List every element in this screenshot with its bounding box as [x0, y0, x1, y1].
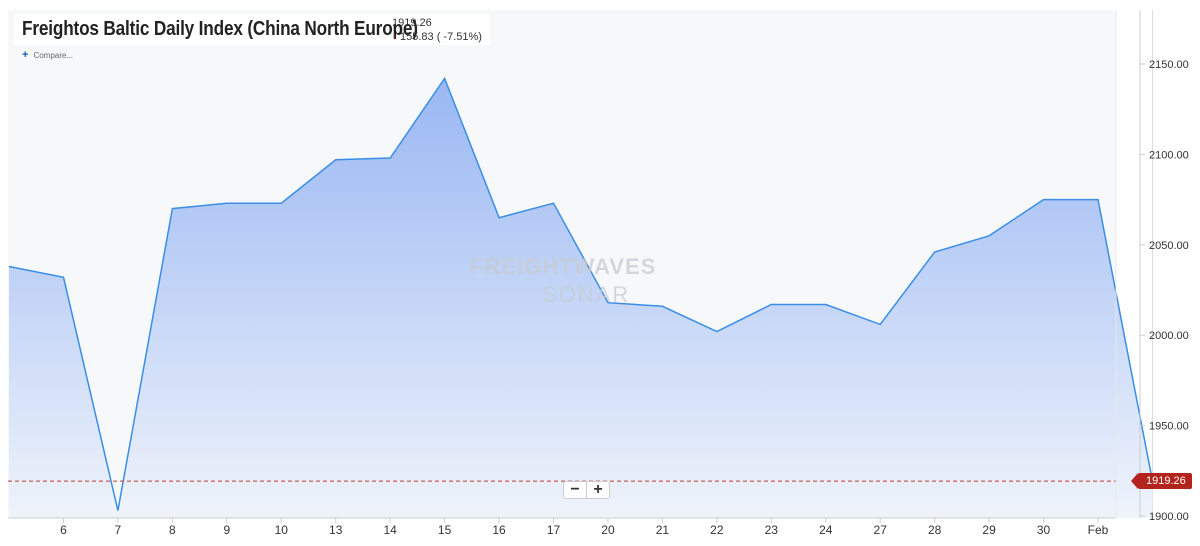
zoom-in-button[interactable]: +	[586, 482, 609, 498]
x-tick-label: 29	[982, 523, 996, 537]
y-tick-label: 2000.00	[1149, 330, 1189, 342]
zoom-controls: − +	[563, 481, 610, 499]
series-line	[8, 76, 1154, 511]
watermark-line1: FREIGHTWAVES	[470, 254, 657, 279]
watermark-line2: SONAR	[542, 282, 631, 307]
y-tick-label: 2150.00	[1149, 59, 1189, 71]
x-tick-label: 22	[710, 523, 724, 537]
x-tick-label: 6	[60, 523, 67, 537]
x-tick-label: 16	[492, 523, 506, 537]
x-tick-label: 17	[547, 523, 561, 537]
y-tick-label: 2050.00	[1149, 240, 1189, 252]
chart-title: Freightos Baltic Daily Index (China Nort…	[22, 18, 418, 40]
area-fill	[9, 78, 1153, 518]
chart-header: Freightos Baltic Daily Index (China Nort…	[14, 14, 491, 45]
watermark: FREIGHTWAVES SONAR	[470, 254, 656, 308]
change-line: ↓ 155.83 ( -7.51%)	[392, 30, 482, 44]
compare-button[interactable]: + Compare...	[22, 49, 73, 61]
x-tick-label: 27	[874, 523, 888, 537]
x-tick-label: 14	[383, 523, 397, 537]
plus-icon: +	[22, 49, 29, 61]
x-tick-label: 10	[275, 523, 289, 537]
last-value: 1919.26	[392, 17, 432, 29]
y-tick-label: 1950.00	[1149, 421, 1189, 433]
x-tick-label: 20	[601, 523, 615, 537]
x-tick-label: 24	[819, 523, 833, 537]
x-tick-label: 28	[928, 523, 942, 537]
x-tick-label: Feb	[1088, 523, 1109, 537]
x-tick-label: 15	[438, 523, 452, 537]
down-arrow-icon: ↓	[392, 31, 397, 42]
x-tick-label: 23	[765, 523, 779, 537]
y-tick-label: 2100.00	[1149, 149, 1189, 161]
current-price-badge: 1919.26	[1131, 473, 1192, 489]
x-tick-label: 7	[115, 523, 122, 537]
price-summary: 1919.26 ↓ 155.83 ( -7.51%)	[392, 16, 482, 44]
compare-label: Compare...	[33, 50, 74, 60]
x-tick-label: 8	[169, 523, 176, 537]
x-tick-label: 21	[656, 523, 670, 537]
zoom-out-button[interactable]: −	[570, 481, 580, 498]
y-tick-label: 1900.00	[1149, 511, 1189, 523]
change-value: 155.83 ( -7.51%)	[400, 31, 482, 43]
x-tick-label: 30	[1037, 523, 1051, 537]
x-tick-label: 13	[329, 523, 343, 537]
x-tick-label: 9	[223, 523, 230, 537]
